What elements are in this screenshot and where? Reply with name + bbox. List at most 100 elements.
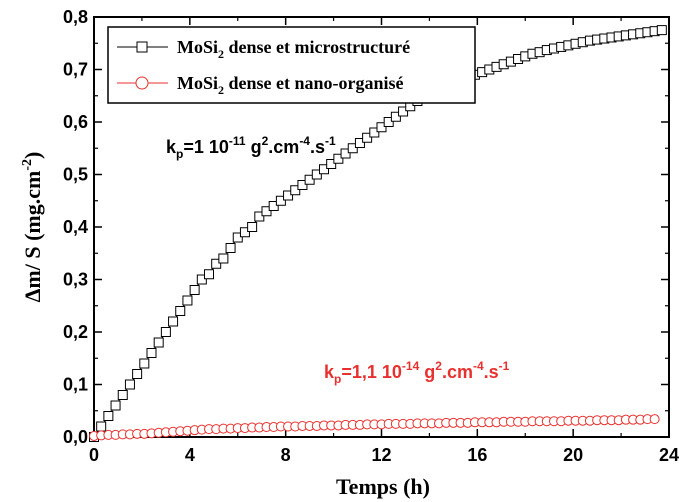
x-tick-label: 20 — [563, 445, 583, 465]
data-point-square — [139, 358, 150, 369]
y-tick-label: 0,8 — [63, 7, 88, 27]
data-point-square — [232, 232, 243, 243]
kp1-exp3: -4 — [299, 134, 310, 148]
data-point-square — [319, 164, 329, 175]
y-tick-label: 0,5 — [63, 165, 88, 185]
data-point-square — [132, 369, 143, 379]
data-point-square — [218, 253, 229, 264]
kp1-cm: .cm — [268, 137, 299, 157]
data-point-circle — [649, 414, 660, 425]
data-point-square — [326, 159, 337, 169]
data-point-square — [153, 337, 164, 348]
data-point-square — [189, 285, 200, 295]
x-tick-label: 4 — [185, 445, 195, 465]
kp-annotation-micro: kp=1 10-11 g2.cm-4.s-1 — [166, 134, 336, 161]
data-point-square — [297, 180, 308, 190]
data-point-square — [369, 127, 380, 138]
legend-box — [107, 26, 476, 104]
kp1-exp2: 2 — [262, 134, 269, 148]
axis-ticks — [93, 16, 670, 438]
data-point-square — [268, 201, 279, 211]
data-point-square — [398, 106, 409, 117]
y-tick-label: 0,0 — [63, 427, 88, 447]
data-point-square — [275, 195, 286, 206]
kp1-k: k — [166, 137, 177, 157]
legend-marker-circle — [135, 76, 149, 90]
data-point-square — [96, 421, 107, 432]
x-tick-label: 8 — [281, 445, 291, 465]
data-point-square — [333, 153, 344, 164]
kp2-exp1: -14 — [402, 359, 420, 373]
data-point-square — [390, 111, 401, 122]
kp1-exp1: -11 — [229, 134, 246, 148]
y-tick-label: 0,2 — [63, 322, 88, 342]
data-point-square — [175, 306, 186, 316]
kp2-eq: =1,1 10 — [341, 362, 402, 382]
kp1-eq: =1 10 — [183, 137, 229, 157]
data-point-square — [383, 117, 394, 127]
y-tick-label: 0,4 — [63, 217, 88, 237]
legend-label-0: MoSi2 dense et microstructuré — [177, 37, 410, 61]
x-tick-label: 0 — [89, 445, 99, 465]
series-1 — [89, 414, 660, 441]
data-point-square — [340, 148, 351, 159]
kp2-g: g — [419, 362, 435, 382]
y-tick-label: 0,1 — [63, 375, 88, 395]
kp2-cm: .cm — [442, 362, 473, 382]
kp2-s: .s — [484, 362, 499, 382]
y-axis-title-main: Δm/ S (mg.cm — [20, 171, 45, 303]
kp2-p: p — [334, 372, 341, 386]
x-tick-label: 24 — [659, 445, 679, 465]
legend-label-0-base: MoSi — [177, 37, 218, 57]
data-point-square — [124, 379, 135, 390]
data-point-square — [146, 348, 157, 358]
data-point-square — [225, 243, 236, 253]
kp1-p: p — [176, 147, 183, 161]
series-layer — [89, 25, 667, 442]
x-tick-label: 12 — [371, 445, 391, 465]
data-point-square — [261, 206, 272, 217]
y-tick-label: 0,6 — [63, 112, 88, 132]
kp2-exp3: -4 — [473, 359, 484, 373]
kp1-exp4: -1 — [325, 134, 336, 148]
data-point-square — [347, 143, 358, 154]
data-point-square — [110, 400, 121, 411]
data-point-square — [290, 185, 301, 196]
data-point-square — [656, 25, 667, 36]
data-point-square — [160, 327, 171, 337]
data-point-square — [182, 295, 193, 306]
data-point-square — [304, 174, 315, 185]
data-point-square — [311, 169, 322, 180]
data-point-square — [103, 411, 114, 421]
data-point-square — [354, 138, 365, 148]
legend-label-1-base: MoSi — [177, 73, 218, 93]
data-point-square — [239, 227, 250, 238]
x-tick-label: 16 — [467, 445, 487, 465]
tick-labels: 0 4 8 12 16 20 24 0,0 0,1 0,2 0,3 0,4 0,5 0,6 0,7 0,8 — [63, 7, 679, 465]
series-0 — [89, 25, 667, 442]
data-point-square — [168, 316, 179, 327]
kp2-exp4: -1 — [499, 359, 510, 373]
data-point-square — [204, 269, 214, 280]
legend-marker-square — [136, 41, 148, 53]
kp1-g: g — [246, 137, 262, 157]
kp1-s: .s — [310, 137, 325, 157]
legend-label-1-sub: 2 — [218, 83, 224, 97]
legend-label-0-rest: dense et microstructuré — [224, 37, 410, 57]
data-point-square — [211, 258, 222, 269]
legend: MoSi2 dense et microstructuré MoSi2 dens… — [107, 26, 476, 104]
kp2-exp2: 2 — [435, 359, 442, 373]
data-point-square — [283, 190, 294, 201]
data-point-square — [196, 274, 207, 285]
y-tick-label: 0,7 — [63, 60, 88, 80]
x-axis-title: Temps (h) — [336, 474, 430, 499]
data-point-square — [247, 222, 258, 232]
data-point-square — [362, 132, 373, 143]
legend-label-1: MoSi2 dense et nano-organisé — [177, 73, 404, 97]
data-point-square — [376, 122, 387, 133]
legend-label-0-sub: 2 — [218, 47, 224, 61]
y-tick-label: 0,3 — [63, 270, 88, 290]
y-axis-title-sup: -2 — [20, 159, 35, 171]
y-axis-title: Δm/ S (mg.cm-2) — [20, 152, 45, 303]
